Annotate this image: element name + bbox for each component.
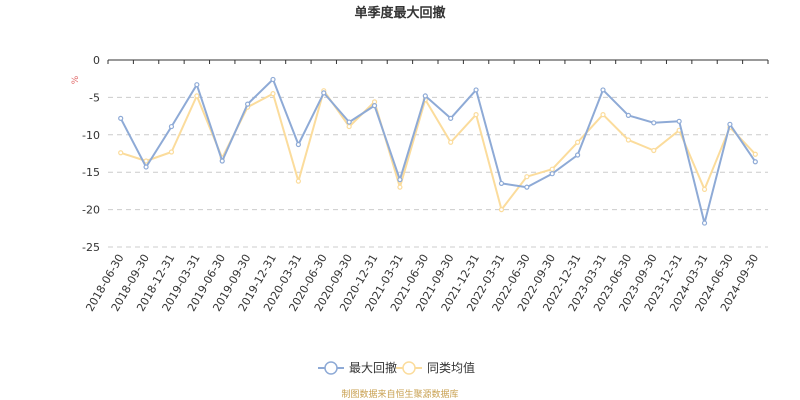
data-point — [118, 115, 124, 121]
data-point — [321, 90, 327, 96]
y-tick-label: -20 — [82, 204, 100, 217]
series-line — [119, 78, 757, 225]
legend-marker — [324, 361, 338, 375]
y-axis-unit: % — [71, 75, 81, 84]
data-point — [422, 93, 428, 99]
y-tick-label: -10 — [82, 129, 100, 142]
data-point — [651, 147, 657, 154]
axes: 0-5-10-15-20-252018-06-302018-09-302018-… — [82, 54, 769, 314]
legend-item[interactable]: 最大回撤 — [318, 360, 397, 375]
series-layer — [118, 76, 758, 226]
data-point — [168, 149, 175, 155]
data-point — [575, 139, 581, 145]
data-point — [371, 103, 378, 109]
data-point — [295, 141, 301, 148]
data-point — [397, 184, 403, 190]
data-point — [473, 112, 479, 118]
legend-marker — [402, 361, 416, 375]
grid — [108, 96, 768, 248]
data-point — [295, 178, 301, 184]
data-point — [346, 123, 352, 130]
data-point — [600, 87, 606, 93]
legend[interactable]: 最大回撤 同类均值 — [318, 360, 475, 375]
data-point — [346, 119, 352, 125]
data-point — [625, 112, 631, 118]
data-point — [625, 137, 631, 143]
data-point — [498, 207, 505, 213]
data-point — [118, 150, 124, 156]
data-point — [473, 87, 479, 93]
data-point — [448, 115, 454, 121]
data-point — [752, 159, 758, 165]
data-point — [524, 174, 530, 180]
data-point — [575, 152, 581, 158]
data-point — [701, 186, 708, 193]
data-point — [701, 220, 708, 226]
data-point — [143, 164, 149, 170]
data-point — [270, 76, 276, 83]
data-point — [549, 166, 555, 172]
y-tick-label: -5 — [89, 91, 100, 104]
data-point — [397, 177, 403, 183]
data-point — [549, 171, 555, 177]
series-0 — [118, 76, 758, 226]
data-point — [194, 93, 200, 99]
data-point — [524, 184, 530, 190]
y-tick-label: -25 — [82, 241, 100, 254]
data-point — [651, 120, 657, 126]
data-point — [270, 91, 276, 97]
legend-label: 同类均值 — [427, 360, 475, 375]
data-point — [245, 101, 251, 107]
source-note: 制图数据来自恒生聚源数据库 — [341, 388, 458, 400]
legend-label: 最大回撤 — [349, 360, 397, 375]
series-line — [120, 89, 757, 211]
data-point — [448, 139, 454, 145]
legend-item[interactable]: 同类均值 — [396, 360, 475, 375]
data-point — [219, 158, 225, 164]
data-point — [752, 151, 758, 157]
data-point — [498, 180, 505, 187]
y-tick-label: 0 — [93, 54, 100, 67]
data-point — [168, 123, 175, 130]
data-point — [194, 82, 200, 88]
data-point — [600, 112, 606, 118]
data-point — [727, 121, 733, 127]
data-point — [676, 118, 682, 124]
y-tick-label: -15 — [82, 166, 100, 179]
chart-title: 单季度最大回撤 — [354, 5, 445, 21]
